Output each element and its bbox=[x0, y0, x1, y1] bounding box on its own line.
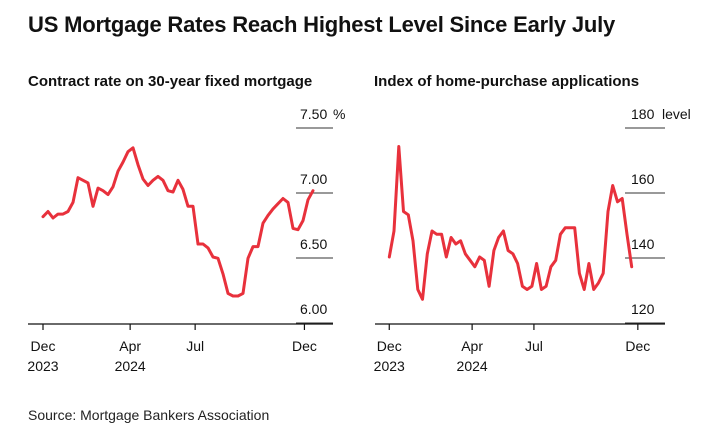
chart-title-applications: Index of home-purchase applications bbox=[374, 73, 640, 90]
y-tick-label: 140 bbox=[631, 236, 655, 252]
y-unit-label: level bbox=[662, 106, 691, 122]
y-tick-label: 6.00 bbox=[300, 301, 327, 317]
chart-rate: 7.50 % 7.00 6.50 6.00 Dec 2023 Apr 2024 Jul Dec bbox=[27, 106, 345, 374]
x-tick-label: Apr bbox=[119, 338, 141, 354]
x-tick-year-label: 2024 bbox=[457, 358, 488, 374]
y-tick-label: 6.50 bbox=[300, 236, 327, 252]
x-tick-label: Dec bbox=[292, 338, 317, 354]
x-tick-year-label: 2023 bbox=[27, 358, 58, 374]
x-tick-label: Jul bbox=[186, 338, 204, 354]
y-tick-label: 160 bbox=[631, 171, 655, 187]
x-tick-label: Jul bbox=[525, 338, 543, 354]
y-unit-label: % bbox=[333, 106, 345, 122]
y-tick-label: 7.50 bbox=[300, 106, 327, 122]
page-title: US Mortgage Rates Reach Highest Level Si… bbox=[28, 12, 616, 37]
y-tick-label: 7.00 bbox=[300, 171, 327, 187]
x-tick-label: Dec bbox=[377, 338, 402, 354]
x-tick-label: Dec bbox=[625, 338, 650, 354]
y-tick-label: 180 bbox=[631, 106, 655, 122]
x-tick-year-label: 2023 bbox=[374, 358, 405, 374]
x-tick-year-label: 2024 bbox=[115, 358, 146, 374]
chart-title-rate: Contract rate on 30-year fixed mortgage bbox=[28, 73, 313, 90]
y-tick-label: 120 bbox=[631, 301, 655, 317]
x-tick-label: Dec bbox=[31, 338, 56, 354]
source-note: Source: Mortgage Bankers Association bbox=[28, 407, 270, 423]
series-line bbox=[387, 145, 634, 301]
chart-applications: 180 level 160 140 120 Dec 2023 Apr 2024 Jul Dec bbox=[374, 106, 691, 374]
x-tick-label: Apr bbox=[461, 338, 483, 354]
series-line bbox=[41, 146, 315, 298]
